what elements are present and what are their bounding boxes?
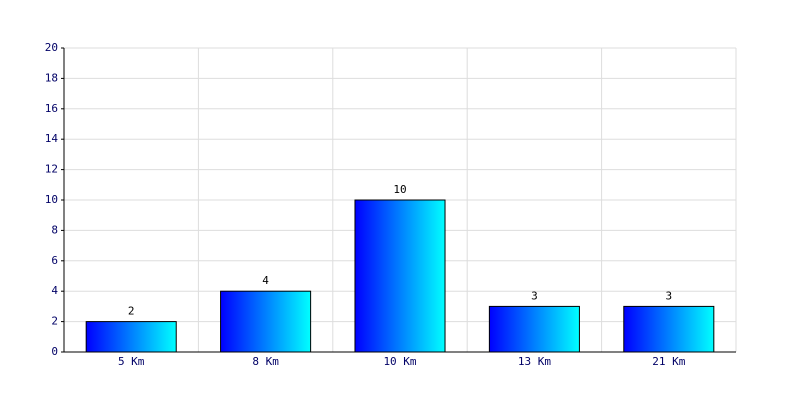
y-tick-label: 20 [45, 41, 58, 54]
y-tick-label: 12 [45, 163, 58, 176]
y-tick-label: 2 [51, 315, 58, 328]
y-tick-label: 6 [51, 254, 58, 267]
data-label: 2 [128, 305, 135, 318]
bar [354, 199, 446, 353]
y-tick-label: 4 [51, 284, 58, 297]
y-tick-label: 14 [45, 132, 59, 145]
data-label: 10 [393, 183, 406, 196]
bar [85, 321, 177, 353]
x-tick-label: 10 Km [383, 355, 416, 368]
x-tick-label: 13 Km [518, 355, 551, 368]
x-tick-label: 5 Km [118, 355, 145, 368]
data-label: 4 [262, 274, 269, 287]
y-tick-label: 8 [51, 223, 58, 236]
bar [220, 290, 312, 353]
y-tick-label: 18 [45, 71, 58, 84]
y-tick-label: 0 [51, 345, 58, 358]
bar [488, 305, 580, 353]
data-label: 3 [665, 289, 672, 302]
data-label: 3 [531, 289, 538, 302]
x-tick-label: 21 Km [652, 355, 685, 368]
x-tick-label: 8 Km [252, 355, 279, 368]
bar [623, 305, 715, 353]
y-tick-label: 10 [45, 193, 58, 206]
y-tick-label: 16 [45, 102, 58, 115]
